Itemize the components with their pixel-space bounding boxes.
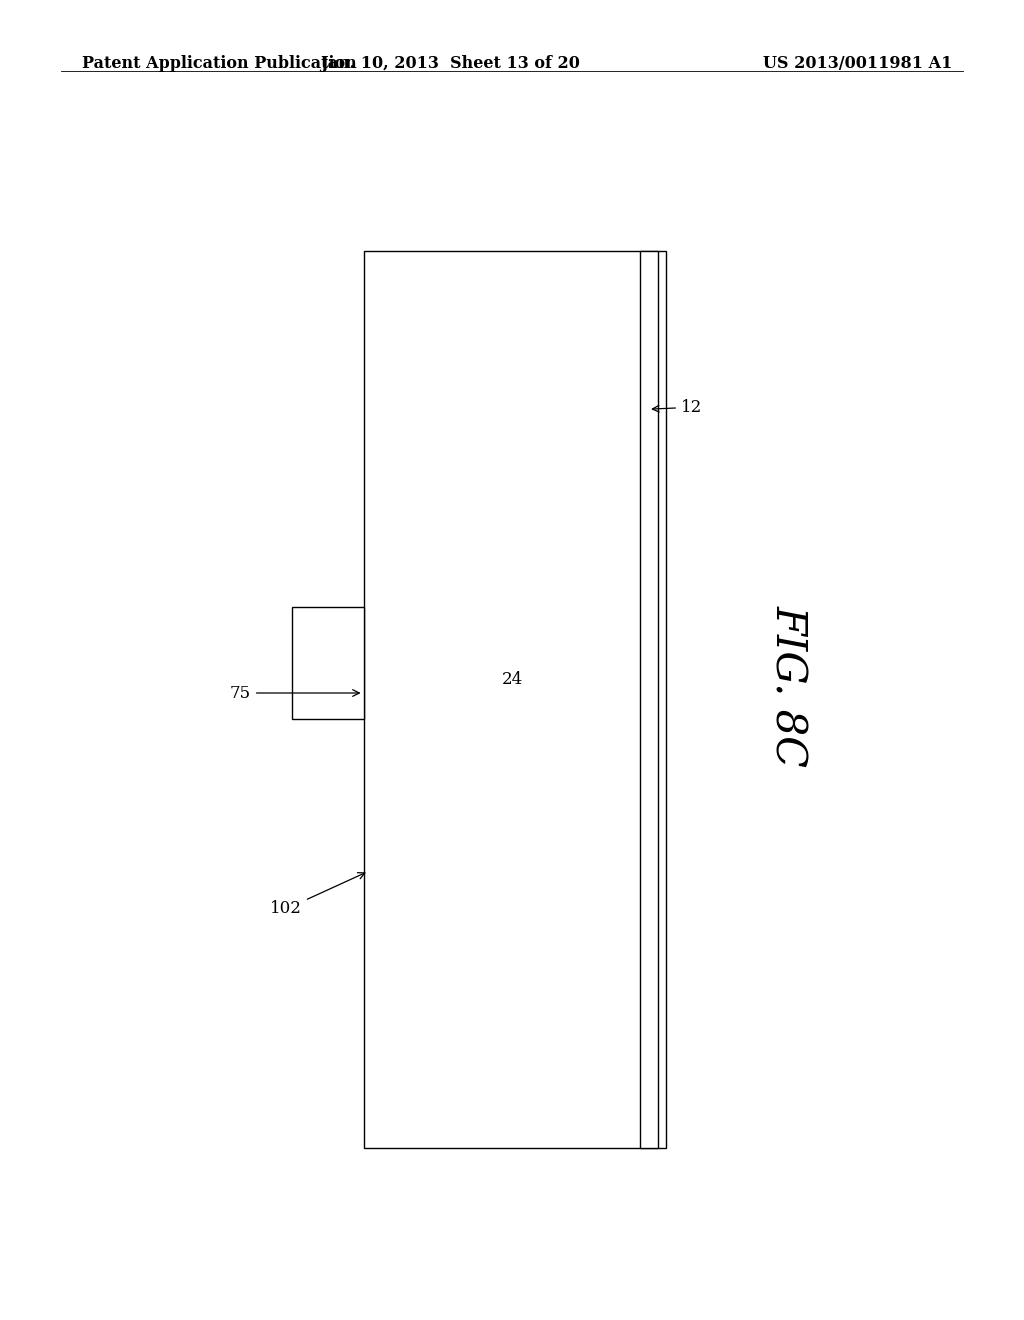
Text: 75: 75 — [229, 685, 359, 701]
Text: Jan. 10, 2013  Sheet 13 of 20: Jan. 10, 2013 Sheet 13 of 20 — [321, 55, 581, 73]
Bar — [292, 607, 364, 719]
Text: 12: 12 — [652, 399, 702, 416]
Text: 102: 102 — [270, 873, 365, 917]
Bar — [640, 251, 658, 1148]
Bar — [364, 251, 666, 1148]
Text: FIG. 8C: FIG. 8C — [767, 606, 810, 767]
Text: 24: 24 — [502, 672, 522, 688]
Text: Patent Application Publication: Patent Application Publication — [82, 55, 356, 73]
Text: US 2013/0011981 A1: US 2013/0011981 A1 — [763, 55, 952, 73]
